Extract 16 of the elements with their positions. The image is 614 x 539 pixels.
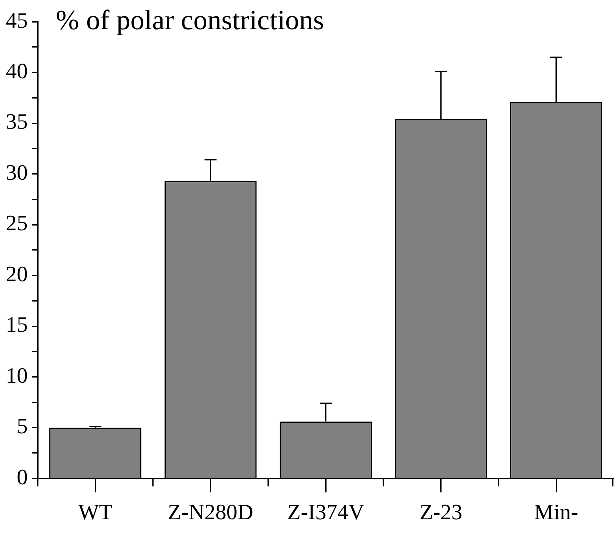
y-tick-label: 45 <box>6 8 28 33</box>
y-tick-label: 25 <box>6 210 28 236</box>
x-tick-label: Z-I374V <box>288 500 365 525</box>
x-tick-label: Min- <box>534 500 578 525</box>
y-tick-label: 35 <box>6 109 28 134</box>
y-axis-title: % of polar constrictions <box>56 5 324 36</box>
y-tick-label: 5 <box>17 414 28 439</box>
y-tick-label: 20 <box>6 261 28 286</box>
x-tick-label: Z-23 <box>420 500 463 525</box>
y-tick-label: 40 <box>6 58 28 84</box>
x-tick-label: WT <box>78 500 114 525</box>
y-tick-label: 0 <box>17 464 28 490</box>
x-tick-label: Z-N280D <box>168 500 254 525</box>
y-tick-label: 10 <box>6 362 28 388</box>
y-tick-label: 30 <box>6 160 28 185</box>
y-tick-label: 15 <box>6 312 28 338</box>
